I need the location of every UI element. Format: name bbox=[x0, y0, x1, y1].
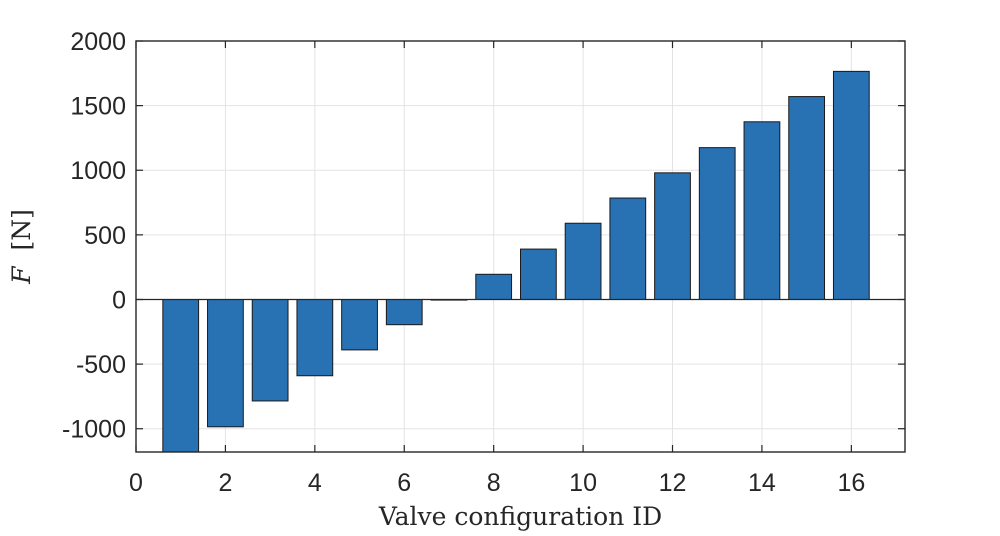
x-tick-label: 16 bbox=[837, 469, 865, 497]
bar-1 bbox=[162, 298, 200, 453]
bar-15 bbox=[788, 96, 826, 300]
axes-box bbox=[135, 40, 906, 453]
x-tick-label: 0 bbox=[129, 469, 143, 497]
x-tick-label: 10 bbox=[569, 469, 597, 497]
bar-16 bbox=[832, 70, 870, 300]
y-axis-title: F [N] bbox=[7, 209, 36, 285]
y-tick-label: 500 bbox=[84, 222, 126, 250]
x-tick-label: 6 bbox=[397, 469, 411, 497]
axes bbox=[135, 40, 906, 453]
x-tick-label: 2 bbox=[218, 469, 232, 497]
bar-10 bbox=[564, 222, 602, 300]
bar-9 bbox=[520, 248, 557, 300]
y-tick-label: -1000 bbox=[62, 416, 126, 444]
bar-11 bbox=[609, 197, 647, 300]
y-axis-variable: F bbox=[7, 265, 36, 285]
bars bbox=[162, 70, 870, 453]
y-tick-label: 2000 bbox=[70, 28, 126, 56]
bar-6 bbox=[385, 298, 423, 326]
bar-2 bbox=[207, 298, 244, 428]
x-tick-label: 4 bbox=[308, 469, 322, 497]
bar-4 bbox=[296, 298, 334, 377]
x-tick-label: 8 bbox=[487, 469, 501, 497]
x-tick-label: 14 bbox=[748, 469, 776, 497]
bar-13 bbox=[698, 147, 736, 300]
x-axis-title: Valve configuration ID bbox=[378, 502, 662, 531]
bar-8 bbox=[475, 273, 513, 300]
x-tick-label: 12 bbox=[659, 469, 687, 497]
y-tick-label: 1500 bbox=[70, 93, 126, 121]
y-tick-label: 0 bbox=[112, 286, 126, 314]
bar-3 bbox=[251, 298, 289, 402]
bar-14 bbox=[743, 121, 781, 300]
bar-12 bbox=[654, 172, 691, 300]
ticks: 0 2 4 6 8 10 12 14 16 -1000 -500 0 500 1000 1500 2000 bbox=[62, 28, 905, 497]
y-axis-unit: [N] bbox=[7, 209, 36, 250]
y-tick-label: -500 bbox=[76, 351, 126, 379]
y-tick-label: 1000 bbox=[70, 157, 126, 185]
bar-5 bbox=[341, 298, 378, 351]
